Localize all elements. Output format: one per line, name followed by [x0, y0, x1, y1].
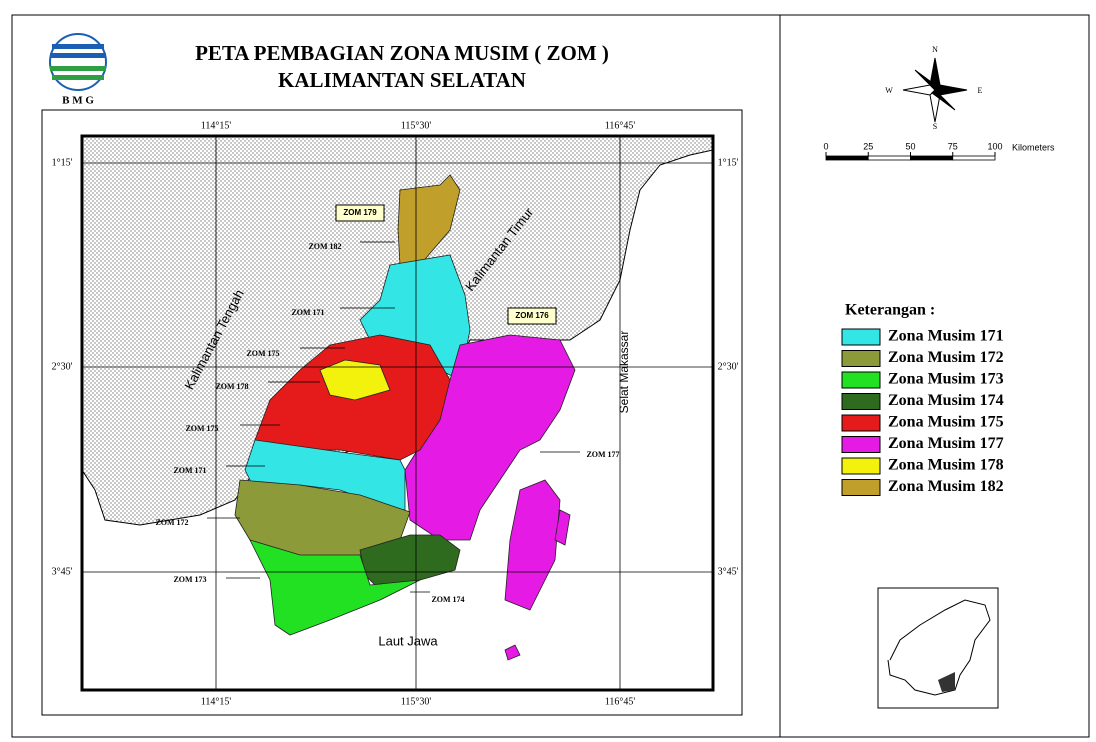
legend-swatch	[841, 414, 881, 432]
zone-area	[319, 359, 391, 401]
scale-segment	[910, 155, 954, 161]
zone-label: ZOM 175	[185, 424, 218, 433]
lon-label: 114°15'	[201, 120, 232, 131]
zone-area	[554, 509, 571, 546]
lon-label: 116°45'	[605, 696, 636, 707]
compass-label: W	[885, 86, 893, 95]
lat-label: 2°30'	[718, 361, 739, 372]
sheet-border	[11, 14, 1090, 738]
region-label: Selat Makassar	[617, 331, 631, 414]
map	[81, 135, 714, 690]
label-box	[335, 204, 385, 222]
legend-swatch	[841, 328, 881, 346]
zone-area	[249, 539, 421, 636]
zone-label: ZOM 176	[515, 311, 549, 320]
lon-label: 115°30'	[401, 120, 432, 131]
legend-title: Keterangan :	[845, 302, 935, 319]
zone-label: ZOM 171	[291, 308, 324, 317]
zone-label: ZOM 171	[173, 466, 206, 475]
zone-label: ZOM 175	[246, 349, 279, 358]
zone-label: ZOM 172	[155, 518, 188, 527]
lon-label: 115°30'	[401, 696, 432, 707]
legend-swatch	[841, 371, 881, 389]
scale-segment	[825, 155, 869, 161]
zone-label: ZOM 174	[431, 595, 464, 604]
compass-label: E	[978, 86, 983, 95]
map-frame	[80, 134, 715, 692]
legend-label: Zona Musim 182	[888, 478, 1004, 495]
legend-label: Zona Musim 171	[888, 328, 1004, 345]
lat-label: 1°15'	[52, 157, 73, 168]
legend-label: Zona Musim 175	[888, 414, 1004, 431]
zone-label: ZOM 182	[308, 242, 341, 251]
zone-area	[504, 644, 521, 661]
legend-label: Zona Musim 178	[888, 457, 1004, 474]
scale-label: 50	[905, 141, 915, 151]
scale-label: 100	[987, 141, 1002, 151]
zone-area	[359, 534, 461, 591]
lat-label: 3°45'	[718, 566, 739, 577]
legend-swatch	[841, 436, 881, 453]
scale-segment	[952, 155, 996, 161]
compass	[902, 57, 968, 123]
zone-label: ZOM 179	[343, 208, 377, 217]
legend-swatch	[841, 457, 881, 475]
label-box	[507, 307, 557, 325]
legend-label: Zona Musim 177	[888, 435, 1004, 452]
lon-label: 116°45'	[605, 120, 636, 131]
zone-label: ZOM 177	[586, 450, 619, 459]
lat-label: 1°15'	[718, 157, 739, 168]
legend-swatch	[841, 350, 881, 367]
region-label: Laut Jawa	[378, 633, 438, 648]
lon-label: 114°15'	[201, 696, 232, 707]
lat-label: 3°45'	[52, 566, 73, 577]
logo-text: B M G	[62, 95, 94, 107]
scale-segment	[867, 155, 911, 161]
zone-label: ZOM 173	[173, 575, 206, 584]
title: KALIMANTAN SELATAN	[278, 68, 526, 92]
scale-unit: Kilometers	[1012, 142, 1055, 152]
inset-highlight	[938, 672, 955, 692]
compass-label: N	[932, 45, 938, 54]
legend-swatch	[841, 479, 881, 496]
legend-label: Zona Musim 174	[888, 392, 1004, 409]
inset-outline	[887, 599, 991, 696]
title: PETA PEMBAGIAN ZONA MUSIM ( ZOM )	[195, 41, 609, 65]
legend-label: Zona Musim 172	[888, 349, 1004, 366]
inset-frame	[877, 587, 999, 709]
zone-label: ZOM 178	[215, 382, 248, 391]
map-outer-frame	[41, 109, 743, 716]
zone-area	[504, 479, 561, 611]
compass-label: S	[933, 122, 937, 131]
zone-area	[397, 174, 461, 266]
scale-label: 75	[948, 141, 958, 151]
scale-label: 25	[863, 141, 873, 151]
legend-swatch	[841, 393, 881, 410]
legend-label: Zona Musim 173	[888, 371, 1004, 388]
scale-label: 0	[823, 141, 828, 151]
logo	[49, 33, 107, 91]
lat-label: 2°30'	[52, 361, 73, 372]
